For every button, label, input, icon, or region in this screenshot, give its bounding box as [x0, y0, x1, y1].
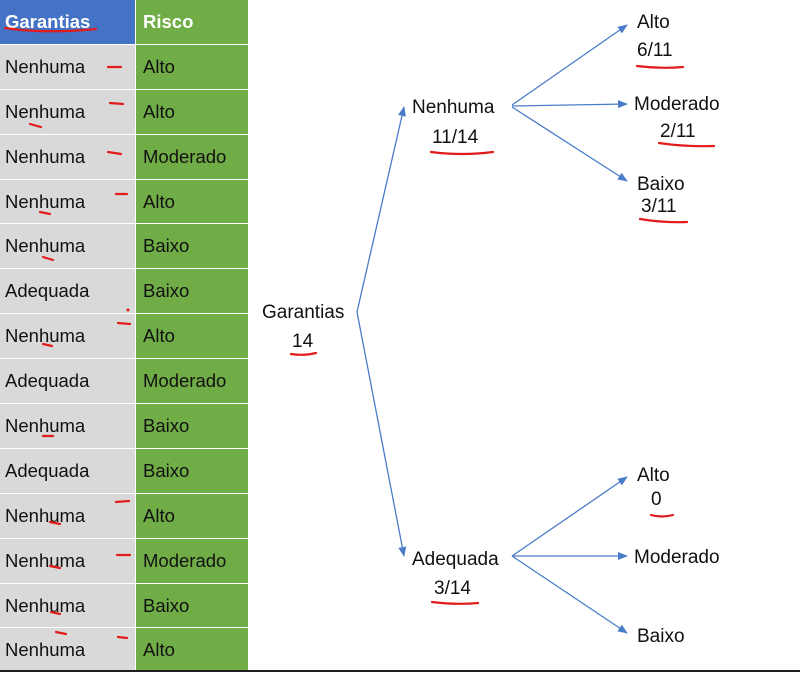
table-row: Nenhuma Baixo [0, 583, 248, 629]
branch-nenhuma-label: Nenhuma [412, 97, 495, 118]
leaf-nenhuma-moderado-label: Moderado [634, 94, 720, 115]
bottom-divider [0, 670, 800, 672]
leaf-nenhuma-baixo-value: 3/11 [641, 196, 677, 217]
cell-risco: Baixo [136, 448, 248, 493]
table-row: Nenhuma Alto [0, 628, 248, 673]
root-label: Garantias [262, 302, 345, 323]
table-row: Nenhuma Alto [0, 314, 248, 360]
table-row: Adequada Baixo [0, 269, 248, 315]
table-row: Nenhuma Alto [0, 493, 248, 539]
edge-nenhuma-baixo [511, 106, 628, 182]
table-row: Nenhuma Alto [0, 89, 248, 135]
edge-root-adequada [356, 311, 407, 557]
cell-risco: Baixo [136, 583, 248, 628]
leaf-adequada-alto-label: Alto [637, 465, 670, 486]
leaf-nenhuma-moderado-value: 2/11 [660, 121, 696, 142]
cell-garantias: Adequada [0, 448, 136, 493]
cell-garantias: Nenhuma [0, 314, 136, 359]
cell-garantias: Adequada [0, 359, 136, 404]
cell-garantias: Nenhuma [0, 404, 136, 448]
table-row: Adequada Baixo [0, 448, 248, 494]
cell-risco: Moderado [136, 538, 248, 583]
table-row: Nenhuma Moderado [0, 134, 248, 180]
cell-risco: Alto [136, 179, 248, 224]
cell-risco: Baixo [136, 269, 248, 314]
root-value: 14 [292, 331, 314, 352]
leaf-nenhuma-alto-value: 6/11 [637, 40, 673, 61]
cell-risco: Alto [136, 44, 248, 89]
table-row: Nenhuma Alto [0, 179, 248, 225]
cell-garantias: Adequada [0, 269, 136, 314]
leaf-adequada-alto-value: 0 [651, 489, 662, 510]
cell-risco: Alto [136, 89, 248, 134]
branch-nenhuma-value: 11/14 [432, 127, 479, 148]
cell-garantias: Nenhuma [0, 89, 136, 134]
leaf-nenhuma-baixo-label: Baixo [637, 174, 685, 195]
edge-nenhuma-moderado [511, 100, 628, 109]
cell-risco: Moderado [136, 359, 248, 404]
leaf-nenhuma-alto-label: Alto [637, 12, 670, 33]
edge-nenhuma-alto [511, 24, 628, 106]
edge-adequada-alto [511, 476, 628, 557]
table-row: Nenhuma Moderado [0, 538, 248, 584]
cell-garantias: Nenhuma [0, 134, 136, 179]
cell-risco: Alto [136, 314, 248, 359]
branch-adequada-label: Adequada [412, 549, 499, 570]
table-row: Nenhuma Baixo [0, 404, 248, 449]
cell-garantias: Nenhuma [0, 538, 136, 583]
risk-table: Garantias Risco Nenhuma Alto Nenhuma Alto … [0, 0, 248, 673]
edge-adequada-baixo [511, 555, 628, 634]
table-header-row: Garantias Risco [0, 0, 248, 45]
cell-risco: Alto [136, 493, 248, 538]
leaf-adequada-moderado-label: Moderado [634, 547, 720, 568]
cell-garantias: Nenhuma [0, 583, 136, 628]
cell-risco: Baixo [136, 404, 248, 448]
branch-adequada-value: 3/14 [434, 578, 471, 599]
leaf-adequada-baixo-label: Baixo [637, 626, 685, 647]
cell-garantias: Nenhuma [0, 628, 136, 673]
header-risco: Risco [136, 0, 248, 44]
table-row: Nenhuma Baixo [0, 224, 248, 270]
cell-risco: Baixo [136, 224, 248, 269]
cell-risco: Moderado [136, 134, 248, 179]
cell-garantias: Nenhuma [0, 179, 136, 224]
cell-risco: Alto [136, 628, 248, 673]
edge-root-nenhuma [356, 106, 406, 313]
table-row: Adequada Moderado [0, 359, 248, 405]
cell-garantias: Nenhuma [0, 224, 136, 269]
cell-garantias: Nenhuma [0, 493, 136, 538]
header-garantias: Garantias [0, 0, 136, 44]
